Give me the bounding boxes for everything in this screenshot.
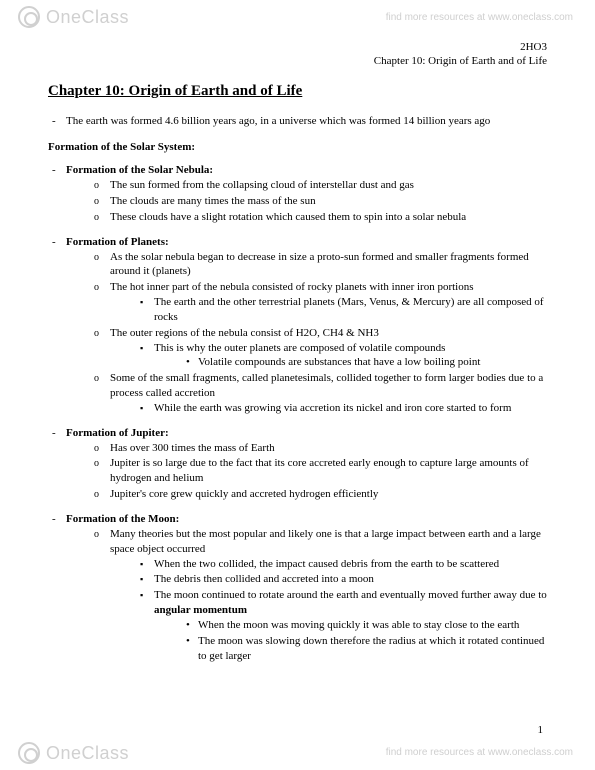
section-heading: Formation of the Solar System: — [48, 140, 547, 155]
intro-bullet: The earth was formed 4.6 billion years a… — [48, 114, 547, 129]
list-item: The moon continued to rotate around the … — [136, 588, 547, 663]
list-item: The sun formed from the collapsing cloud… — [92, 178, 547, 193]
list-item: Has over 300 times the mass of Earth — [92, 441, 547, 456]
watermark-bottom: OneClass — [18, 742, 129, 764]
list-item: When the moon was moving quickly it was … — [180, 618, 547, 633]
watermark-link-bottom: find more resources at www.oneclass.com — [386, 747, 573, 758]
watermark-brand: OneClass — [46, 743, 129, 764]
list-item: Jupiter's core grew quickly and accreted… — [92, 487, 547, 502]
page-number: 1 — [538, 724, 544, 736]
list-item: The debris then collided and accreted in… — [136, 572, 547, 587]
subsection: Formation of Jupiter: Has over 300 times… — [48, 426, 547, 502]
list-item: When the two collided, the impact caused… — [136, 557, 547, 572]
subsection: Formation of Planets: As the solar nebul… — [48, 235, 547, 416]
subsection-heading: Formation of the Solar Nebula: — [66, 164, 213, 176]
subsection-heading: Formation of Jupiter: — [66, 427, 169, 439]
list-item: The moon was slowing down therefore the … — [180, 634, 547, 664]
list-item: The clouds are many times the mass of th… — [92, 194, 547, 209]
page-content: 2HO3 Chapter 10: Origin of Earth and of … — [0, 0, 595, 705]
list-item: The earth and the other terrestrial plan… — [136, 295, 547, 325]
document-body: The earth was formed 4.6 billion years a… — [48, 114, 547, 664]
list-item: Some of the small fragments, called plan… — [92, 371, 547, 416]
subsection-heading: Formation of Planets: — [66, 236, 169, 248]
subsection: Formation of the Moon: Many theories but… — [48, 512, 547, 663]
list-item: While the earth was growing via accretio… — [136, 401, 547, 416]
subsection: Formation of the Solar Nebula: The sun f… — [48, 163, 547, 224]
list-item: Volatile compounds are substances that h… — [180, 355, 547, 370]
list-item: As the solar nebula began to decrease in… — [92, 250, 547, 280]
list-item: This is why the outer planets are compos… — [136, 341, 547, 371]
course-code: 2HO3 — [48, 40, 547, 54]
page-title: Chapter 10: Origin of Earth and of Life — [48, 83, 547, 100]
list-item: The outer regions of the nebula consist … — [92, 326, 547, 371]
oneclass-logo-icon — [18, 742, 40, 764]
page-header: 2HO3 Chapter 10: Origin of Earth and of … — [48, 40, 547, 69]
list-item: Many theories but the most popular and l… — [92, 527, 547, 664]
subsection-heading: Formation of the Moon: — [66, 513, 179, 525]
list-item: Jupiter is so large due to the fact that… — [92, 456, 547, 486]
chapter-reference: Chapter 10: Origin of Earth and of Life — [48, 54, 547, 68]
bold-term: angular momentum — [154, 604, 247, 616]
list-item: These clouds have a slight rotation whic… — [92, 210, 547, 225]
list-item: The hot inner part of the nebula consist… — [92, 280, 547, 325]
